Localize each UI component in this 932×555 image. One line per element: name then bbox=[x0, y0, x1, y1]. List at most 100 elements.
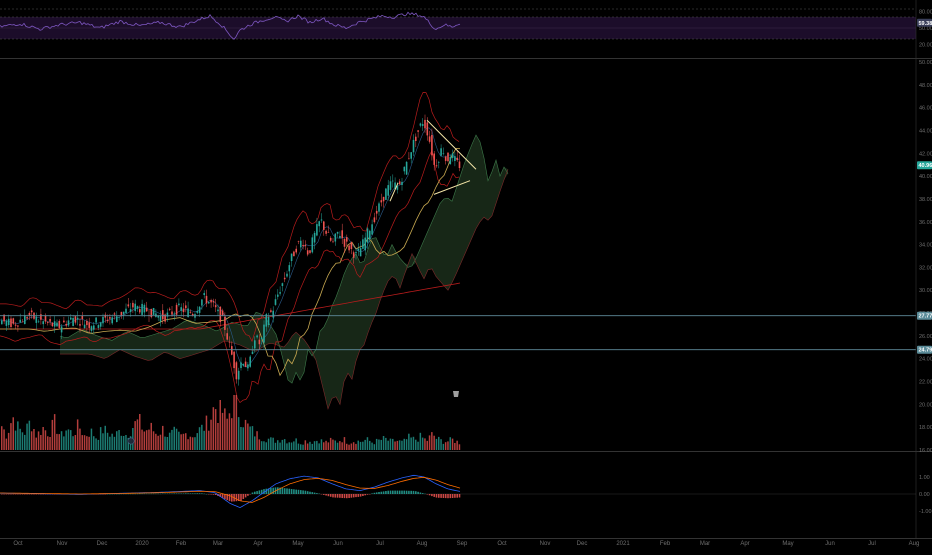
candle-body bbox=[201, 300, 203, 306]
candle bbox=[337, 232, 339, 238]
volume-bar bbox=[236, 395, 238, 450]
volume-bar bbox=[240, 427, 242, 450]
macd-histogram-bar bbox=[344, 494, 346, 498]
candle bbox=[134, 300, 136, 315]
hline-lower-badge[interactable]: 24.79 bbox=[917, 346, 932, 354]
candle-body bbox=[454, 156, 456, 161]
macd-histogram-bar bbox=[183, 494, 185, 495]
candle-body bbox=[374, 217, 376, 222]
candle bbox=[128, 298, 130, 308]
volume-bar bbox=[45, 430, 47, 450]
candle bbox=[75, 316, 77, 325]
candle bbox=[392, 174, 394, 187]
candle-body bbox=[289, 265, 291, 271]
macd-histogram-bar bbox=[284, 488, 286, 494]
candle-body bbox=[82, 316, 84, 319]
candle-body bbox=[153, 308, 155, 315]
candle bbox=[116, 311, 118, 322]
volume-bar bbox=[374, 444, 376, 450]
macd-histogram-bar bbox=[341, 494, 343, 498]
volume-bar bbox=[238, 417, 240, 450]
price-tick-label: 48.00 bbox=[919, 83, 932, 89]
volume-bar bbox=[381, 440, 383, 450]
macd-histogram-bar bbox=[346, 494, 348, 498]
macd-histogram-bar bbox=[406, 491, 408, 494]
hline-upper-badge[interactable]: 27.77 bbox=[917, 312, 932, 320]
candle bbox=[295, 246, 297, 255]
candle bbox=[298, 241, 300, 244]
candle-body bbox=[217, 310, 219, 312]
candle bbox=[210, 299, 212, 308]
macd-histogram-bar bbox=[351, 494, 353, 498]
rsi-value-badge-text: 59.38 bbox=[919, 21, 932, 27]
candle bbox=[415, 133, 417, 147]
candle-body bbox=[325, 231, 327, 234]
volume-bar bbox=[385, 438, 387, 450]
candle-body bbox=[192, 314, 194, 315]
earnings-icon[interactable] bbox=[128, 438, 134, 444]
volume-bar bbox=[256, 431, 258, 450]
volume-bar bbox=[436, 439, 438, 450]
volume-bar bbox=[123, 436, 125, 450]
candle-body bbox=[332, 242, 334, 243]
x-tick-label: Oct bbox=[497, 541, 507, 547]
volume-bar bbox=[180, 434, 182, 450]
volume-bar bbox=[233, 395, 235, 450]
volume-bar bbox=[279, 443, 281, 450]
rsi-value-badge[interactable]: 59.38 bbox=[917, 19, 932, 27]
candle-body bbox=[206, 296, 208, 304]
last-price-badge[interactable]: 40.96 bbox=[917, 161, 932, 169]
candle bbox=[417, 130, 419, 137]
volume-bar bbox=[355, 444, 357, 450]
candle-body bbox=[139, 309, 141, 312]
candle bbox=[36, 313, 38, 330]
volume-bar bbox=[137, 419, 139, 450]
candle bbox=[197, 306, 199, 314]
last-price-badge-text: 40.96 bbox=[919, 163, 932, 169]
candle-body bbox=[302, 245, 304, 246]
candle-body bbox=[224, 317, 226, 330]
volume-bar bbox=[456, 441, 458, 450]
macd-tick-label: -1.00 bbox=[919, 509, 932, 515]
candle bbox=[38, 319, 40, 323]
candle-body bbox=[240, 363, 242, 369]
candle bbox=[125, 304, 127, 314]
candle-body bbox=[79, 324, 81, 326]
candle-body bbox=[245, 362, 247, 367]
volume-bar bbox=[401, 441, 403, 450]
macd-histogram-bar bbox=[404, 491, 406, 494]
volume-bar bbox=[408, 434, 410, 450]
macd-histogram-bar bbox=[236, 494, 238, 501]
candle bbox=[452, 150, 454, 162]
candle-body bbox=[424, 120, 426, 128]
macd-histogram-bar bbox=[429, 494, 431, 495]
macd-histogram-bar bbox=[277, 487, 279, 494]
candle bbox=[130, 303, 132, 317]
candle-body bbox=[100, 323, 102, 327]
macd-histogram-bar bbox=[381, 492, 383, 494]
macd-histogram-bar bbox=[210, 494, 212, 495]
macd-histogram-bar bbox=[358, 494, 360, 497]
macd-histogram-bar bbox=[415, 491, 417, 494]
candle bbox=[328, 226, 330, 233]
volume-bar bbox=[194, 437, 196, 450]
volume-bar bbox=[171, 430, 173, 450]
candle bbox=[240, 357, 242, 370]
x-tick-label: Nov bbox=[57, 541, 68, 547]
candle-body bbox=[337, 232, 339, 234]
volume-bar bbox=[229, 413, 231, 450]
candle bbox=[429, 131, 431, 144]
macd-tick-label: 0.00 bbox=[919, 492, 930, 498]
candle-body bbox=[49, 319, 51, 322]
candle bbox=[19, 314, 21, 323]
price-tick-label: 42.00 bbox=[919, 151, 932, 157]
candle bbox=[450, 155, 452, 165]
candle-body bbox=[298, 241, 300, 242]
dividend-icon[interactable] bbox=[453, 391, 459, 397]
macd-histogram-bar bbox=[383, 491, 385, 494]
candle bbox=[243, 363, 245, 367]
macd-histogram-bar bbox=[330, 494, 332, 497]
macd-histogram-bar bbox=[397, 491, 399, 494]
